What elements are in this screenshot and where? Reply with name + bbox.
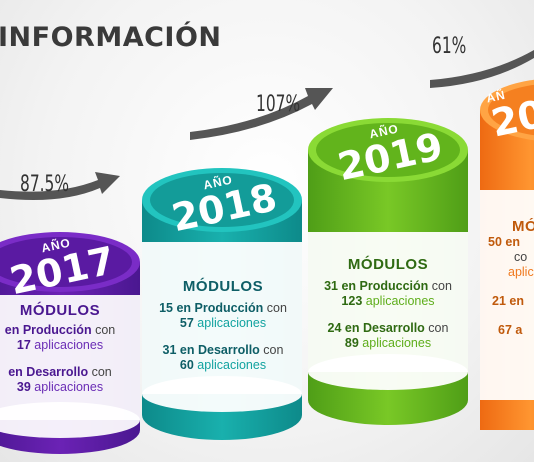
- info-2017: MÓDULOS en Producción con 17 aplicacione…: [4, 302, 116, 394]
- growth-arrow-2: [190, 88, 333, 140]
- page-title: INFORMACIÓN: [0, 22, 222, 53]
- cylinder-2020: [480, 79, 534, 430]
- growth-arrow-3: [430, 50, 534, 88]
- growth-percent-3: 61%: [432, 34, 467, 59]
- growth-percent-2: 107%: [256, 92, 301, 117]
- cylinder-2017: [0, 232, 140, 454]
- info-2018: MÓDULOS 15 en Producción con 57 aplicaci…: [159, 278, 287, 372]
- growth-percent-1: 87.5%: [20, 172, 70, 197]
- growth-arrow-1: [0, 172, 120, 201]
- cylinder-2018: [142, 168, 302, 440]
- info-2019: MÓDULOS 31 en Producción con 123 aplicac…: [324, 256, 452, 350]
- info-2020: MÓ 50 en co aplic 21 en 67 a: [488, 218, 534, 337]
- cylinder-2019: [308, 118, 468, 425]
